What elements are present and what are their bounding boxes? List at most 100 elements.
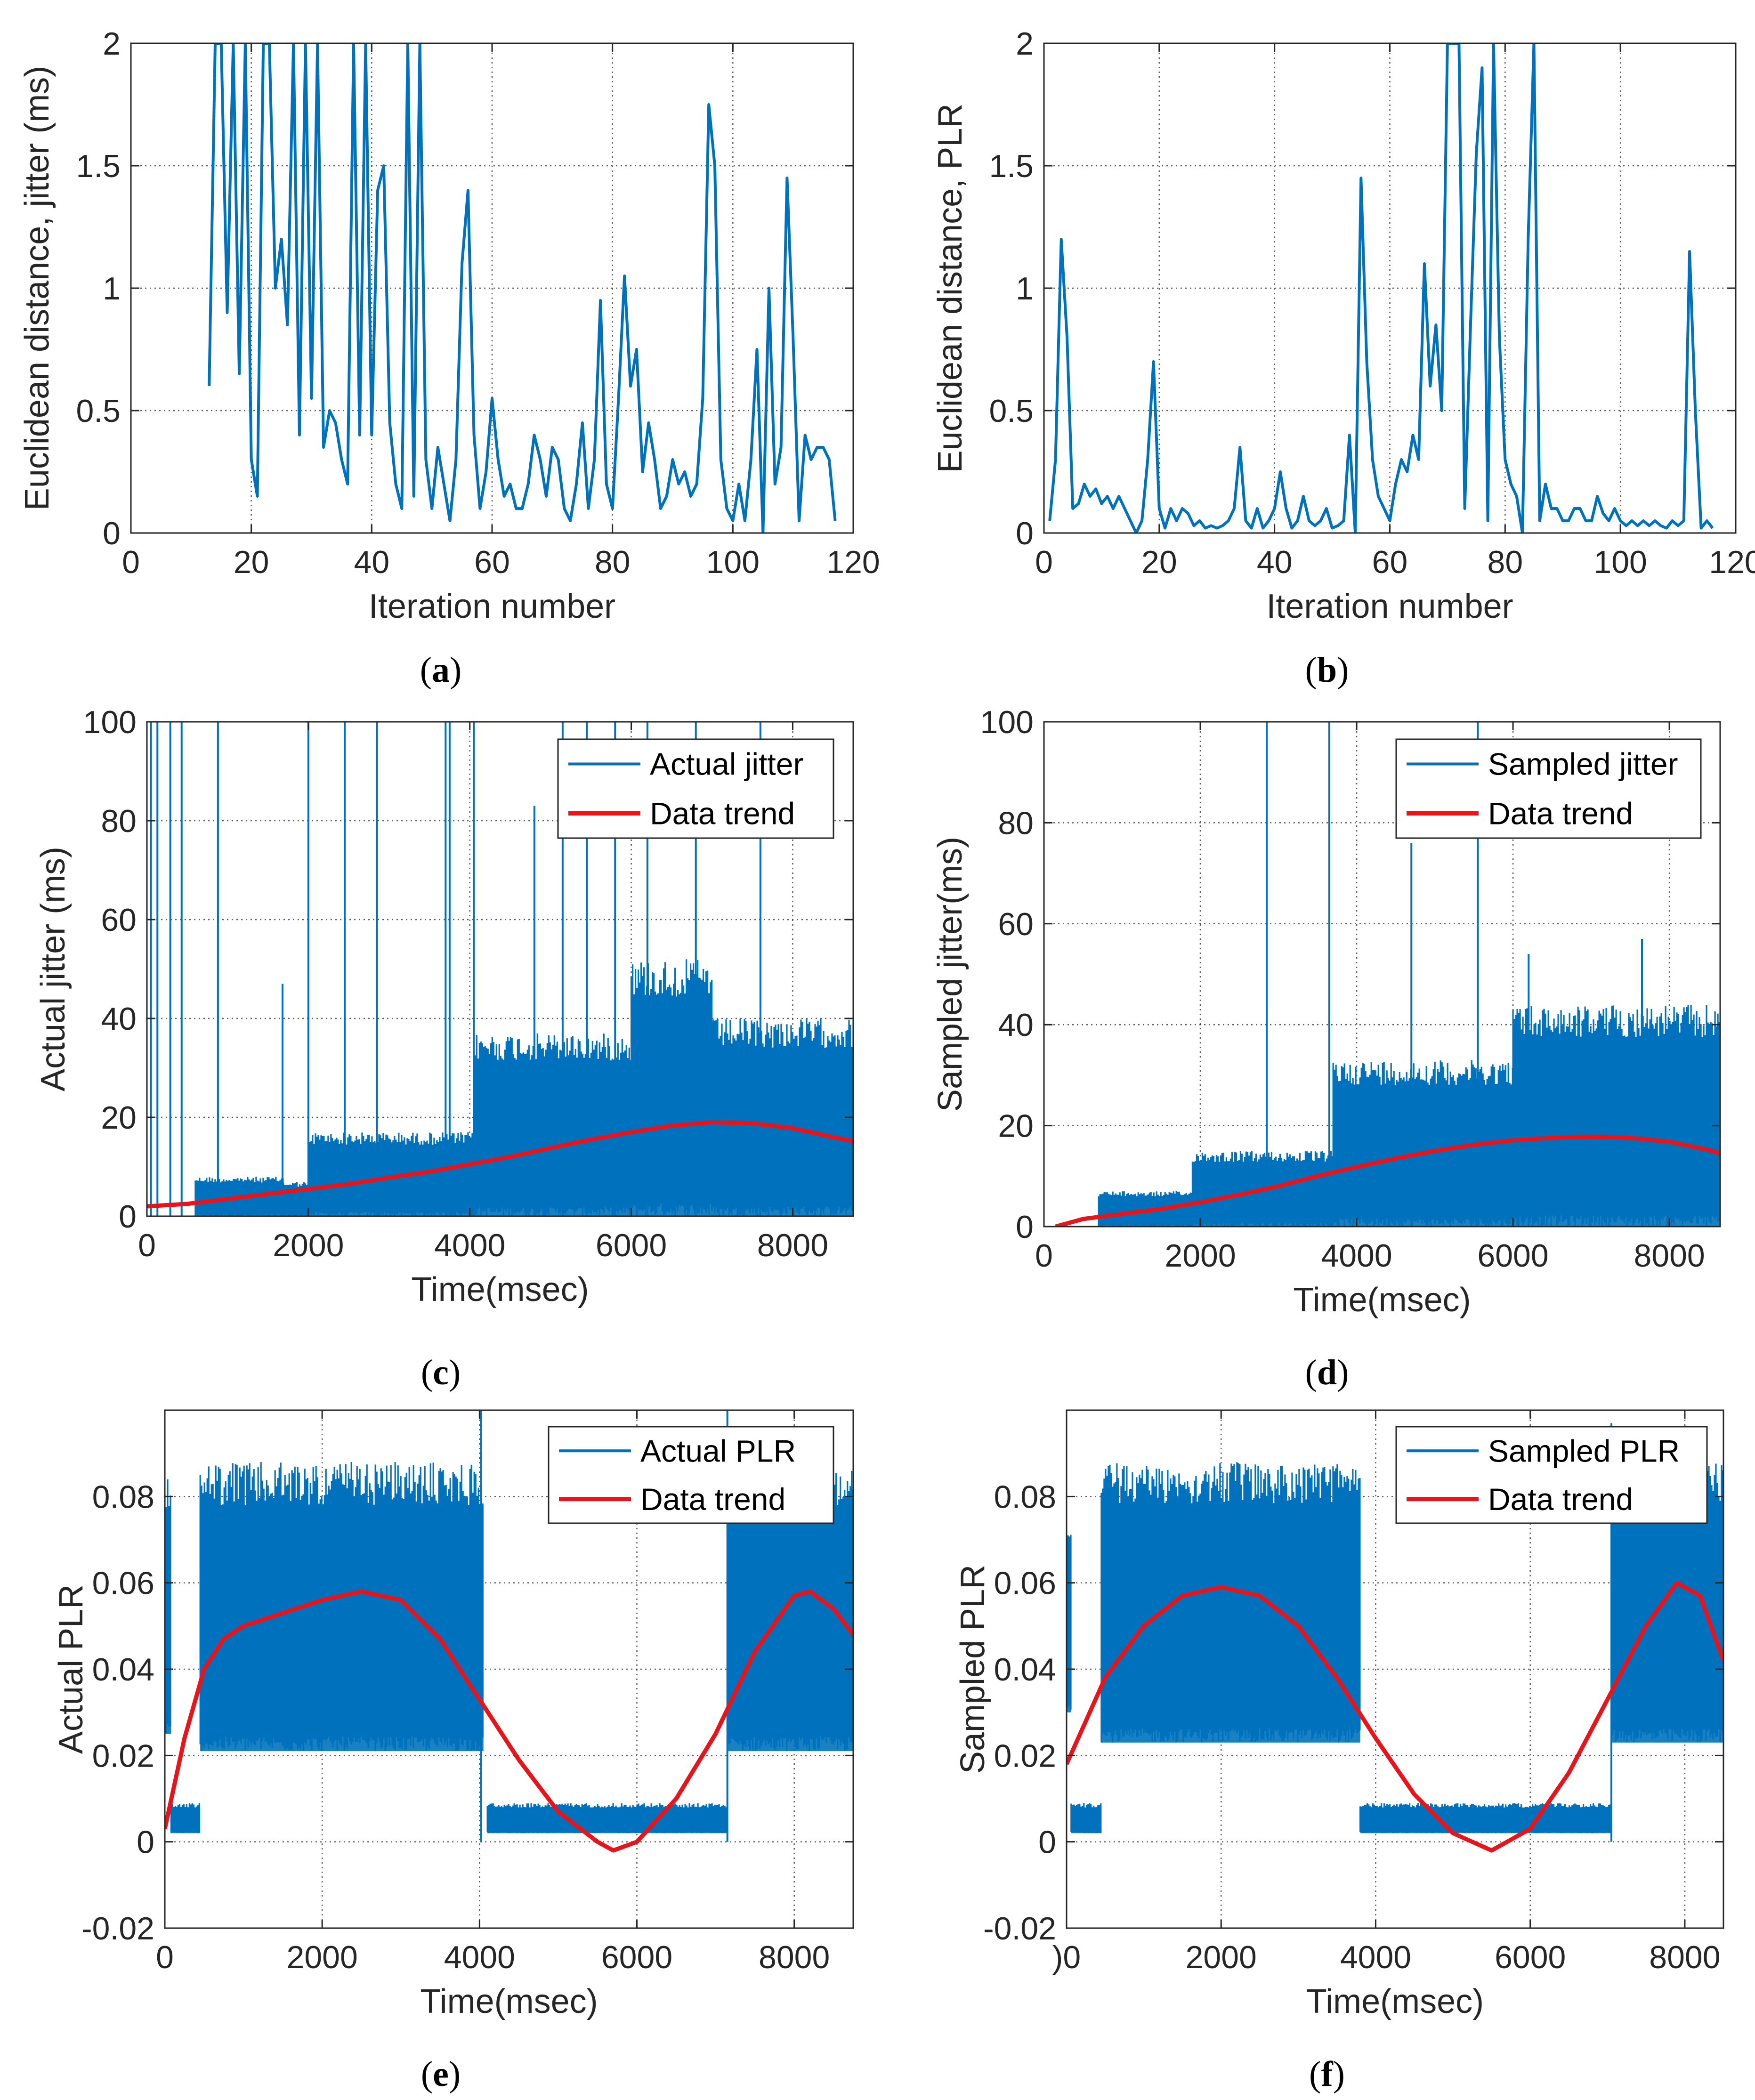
y-tick-label: 80 xyxy=(998,805,1034,841)
panel-label-e: (e) xyxy=(421,2054,461,2094)
signal-band-fill xyxy=(1067,1547,1071,1712)
y-tick-label: 0.02 xyxy=(994,1738,1056,1774)
y-tick-label: 40 xyxy=(101,1001,137,1037)
x-tick-label: 40 xyxy=(1257,544,1293,580)
plot-data-d xyxy=(1055,722,1720,1227)
x-axis-label: Iteration number xyxy=(369,588,615,625)
legend-box xyxy=(557,738,834,839)
x-tick-label: 2000 xyxy=(273,1228,344,1263)
x-tick-label: 0 xyxy=(1035,544,1053,580)
x-tick-label: 0 xyxy=(122,544,140,580)
chart-f: )0 2000 4000 6000 8000 -0.02 0 0.02 0.04 0.06 0.08… xyxy=(954,1409,1724,2020)
x-tick-label: 4000 xyxy=(434,1228,505,1263)
y-tick-label: 1 xyxy=(1016,271,1034,307)
y-tick-label: 0.5 xyxy=(76,393,121,429)
x-tick-label: 6000 xyxy=(596,1228,667,1263)
x-axis-label: Time(msec) xyxy=(411,1271,589,1308)
trend-line xyxy=(147,1120,853,1209)
y-tick-label: 0 xyxy=(137,1825,154,1860)
signal-band-fill xyxy=(727,1505,853,1752)
y-tick-label: -0.02 xyxy=(81,1911,154,1947)
y-tick-label: 100 xyxy=(980,704,1034,740)
y-tick-label: 60 xyxy=(998,906,1034,942)
legend: Sampled PLR Data trend xyxy=(1395,1426,1708,1524)
legend-entry-label: Data trend xyxy=(1488,796,1633,831)
y-tick-label: 1.5 xyxy=(76,148,121,184)
chart-c: 0 2000 4000 6000 8000 0 20 40 60 80 100 Time(msec) A… xyxy=(34,704,854,1308)
x-tick-label: 4000 xyxy=(1321,1238,1392,1274)
legend-box xyxy=(1395,1426,1708,1524)
x-tick-label: 2000 xyxy=(1186,1939,1257,1975)
legend-entry-label: Actual jitter xyxy=(650,747,803,782)
signal-band-fill xyxy=(1611,1504,1723,1743)
y-axis-label: Actual PLR xyxy=(52,1584,90,1754)
plot-data-e xyxy=(165,1410,853,1853)
x-axis-label: Time(msec) xyxy=(420,1983,598,2020)
axes-box xyxy=(146,721,854,1217)
x-tick-label: 0 xyxy=(156,1939,174,1975)
y-axis-label: Sampled jitter(ms) xyxy=(931,837,969,1112)
legend-box xyxy=(548,1426,834,1524)
signal-band-fill xyxy=(200,1505,484,1752)
y-tick-label: 0 xyxy=(1016,516,1034,551)
chart-b: 0 20 40 60 80 100 120 0 0.5 1 1.5 2 Iteration number… xyxy=(931,26,1755,625)
trend-line xyxy=(165,1589,853,1853)
y-tick-label: 0 xyxy=(1038,1825,1056,1860)
panel-label-b: (b) xyxy=(1305,650,1349,690)
y-tick-label: 0.04 xyxy=(994,1652,1056,1688)
x-tick-label: 20 xyxy=(234,544,269,580)
y-axis-label: Euclidean distance, PLR xyxy=(931,104,969,473)
signal-band-fill xyxy=(712,1048,853,1216)
x-tick-label: 60 xyxy=(1372,544,1408,580)
y-tick-label: 40 xyxy=(998,1007,1034,1043)
y-tick-label: 0 xyxy=(119,1199,137,1235)
y-tick-label: 80 xyxy=(101,803,137,839)
y-tick-label: 0.04 xyxy=(92,1652,154,1688)
chart-d: 0 2000 4000 6000 8000 0 20 40 60 80 100 Time(msec) S… xyxy=(931,704,1721,1319)
y-axis-label: Actual jitter (ms) xyxy=(34,847,72,1091)
legend-box xyxy=(1395,738,1702,839)
y-tick-label: 1.5 xyxy=(989,148,1034,184)
legend-entry-label: Data trend xyxy=(650,796,795,831)
signal-band-fill xyxy=(165,1514,171,1734)
x-axis-label: Time(msec) xyxy=(1306,1983,1484,2020)
signal-band-fill xyxy=(631,997,712,1216)
legend-entry-label: Data trend xyxy=(1488,1482,1633,1517)
x-tick-label: 4000 xyxy=(444,1939,515,1975)
x-tick-label: 8000 xyxy=(757,1228,828,1263)
signal-band-fill xyxy=(1513,1038,1720,1227)
y-tick-label: 2 xyxy=(1016,26,1034,62)
trend-line xyxy=(1067,1581,1723,1853)
x-tick-label: 100 xyxy=(706,544,760,580)
y-tick-label: 100 xyxy=(83,704,137,740)
y-tick-label: 0 xyxy=(1016,1209,1034,1245)
y-axis-label: Sampled PLR xyxy=(954,1565,992,1774)
y-tick-label: 20 xyxy=(998,1108,1034,1144)
panel-label-a: (a) xyxy=(420,650,462,690)
y-tick-label: 0.02 xyxy=(92,1738,154,1774)
x-tick-label: 100 xyxy=(1593,544,1647,580)
legend-entry-label: Actual PLR xyxy=(640,1433,796,1468)
y-tick-label: -0.02 xyxy=(983,1911,1056,1947)
y-tick-label: 0.08 xyxy=(92,1479,154,1515)
signal-band-fill xyxy=(1071,1807,1101,1833)
y-tick-label: 20 xyxy=(101,1100,137,1136)
x-tick-label: 40 xyxy=(354,544,390,580)
y-tick-label: 0 xyxy=(103,516,121,551)
x-tick-label: 2000 xyxy=(287,1939,358,1975)
x-tick-label: 80 xyxy=(595,544,631,580)
plot-data-a xyxy=(208,43,837,533)
chart-a: 0 20 40 60 80 100 120 0 0.5 1 1.5 2 Iteration number… xyxy=(18,26,880,625)
signal-band-fill xyxy=(1360,1807,1612,1833)
legend: Actual jitter Data trend xyxy=(557,738,834,839)
panel-label-c: (c) xyxy=(421,1353,461,1392)
x-tick-label: 60 xyxy=(474,544,510,580)
x-tick-label: 6000 xyxy=(601,1939,672,1975)
signal-band-fill xyxy=(1192,1162,1334,1227)
series-line xyxy=(1048,43,1714,533)
plot-data-c xyxy=(147,722,853,1216)
y-tick-label: 0.06 xyxy=(92,1566,154,1601)
x-tick-label: 6000 xyxy=(1477,1238,1548,1274)
signal-band-fill xyxy=(1101,1504,1360,1743)
